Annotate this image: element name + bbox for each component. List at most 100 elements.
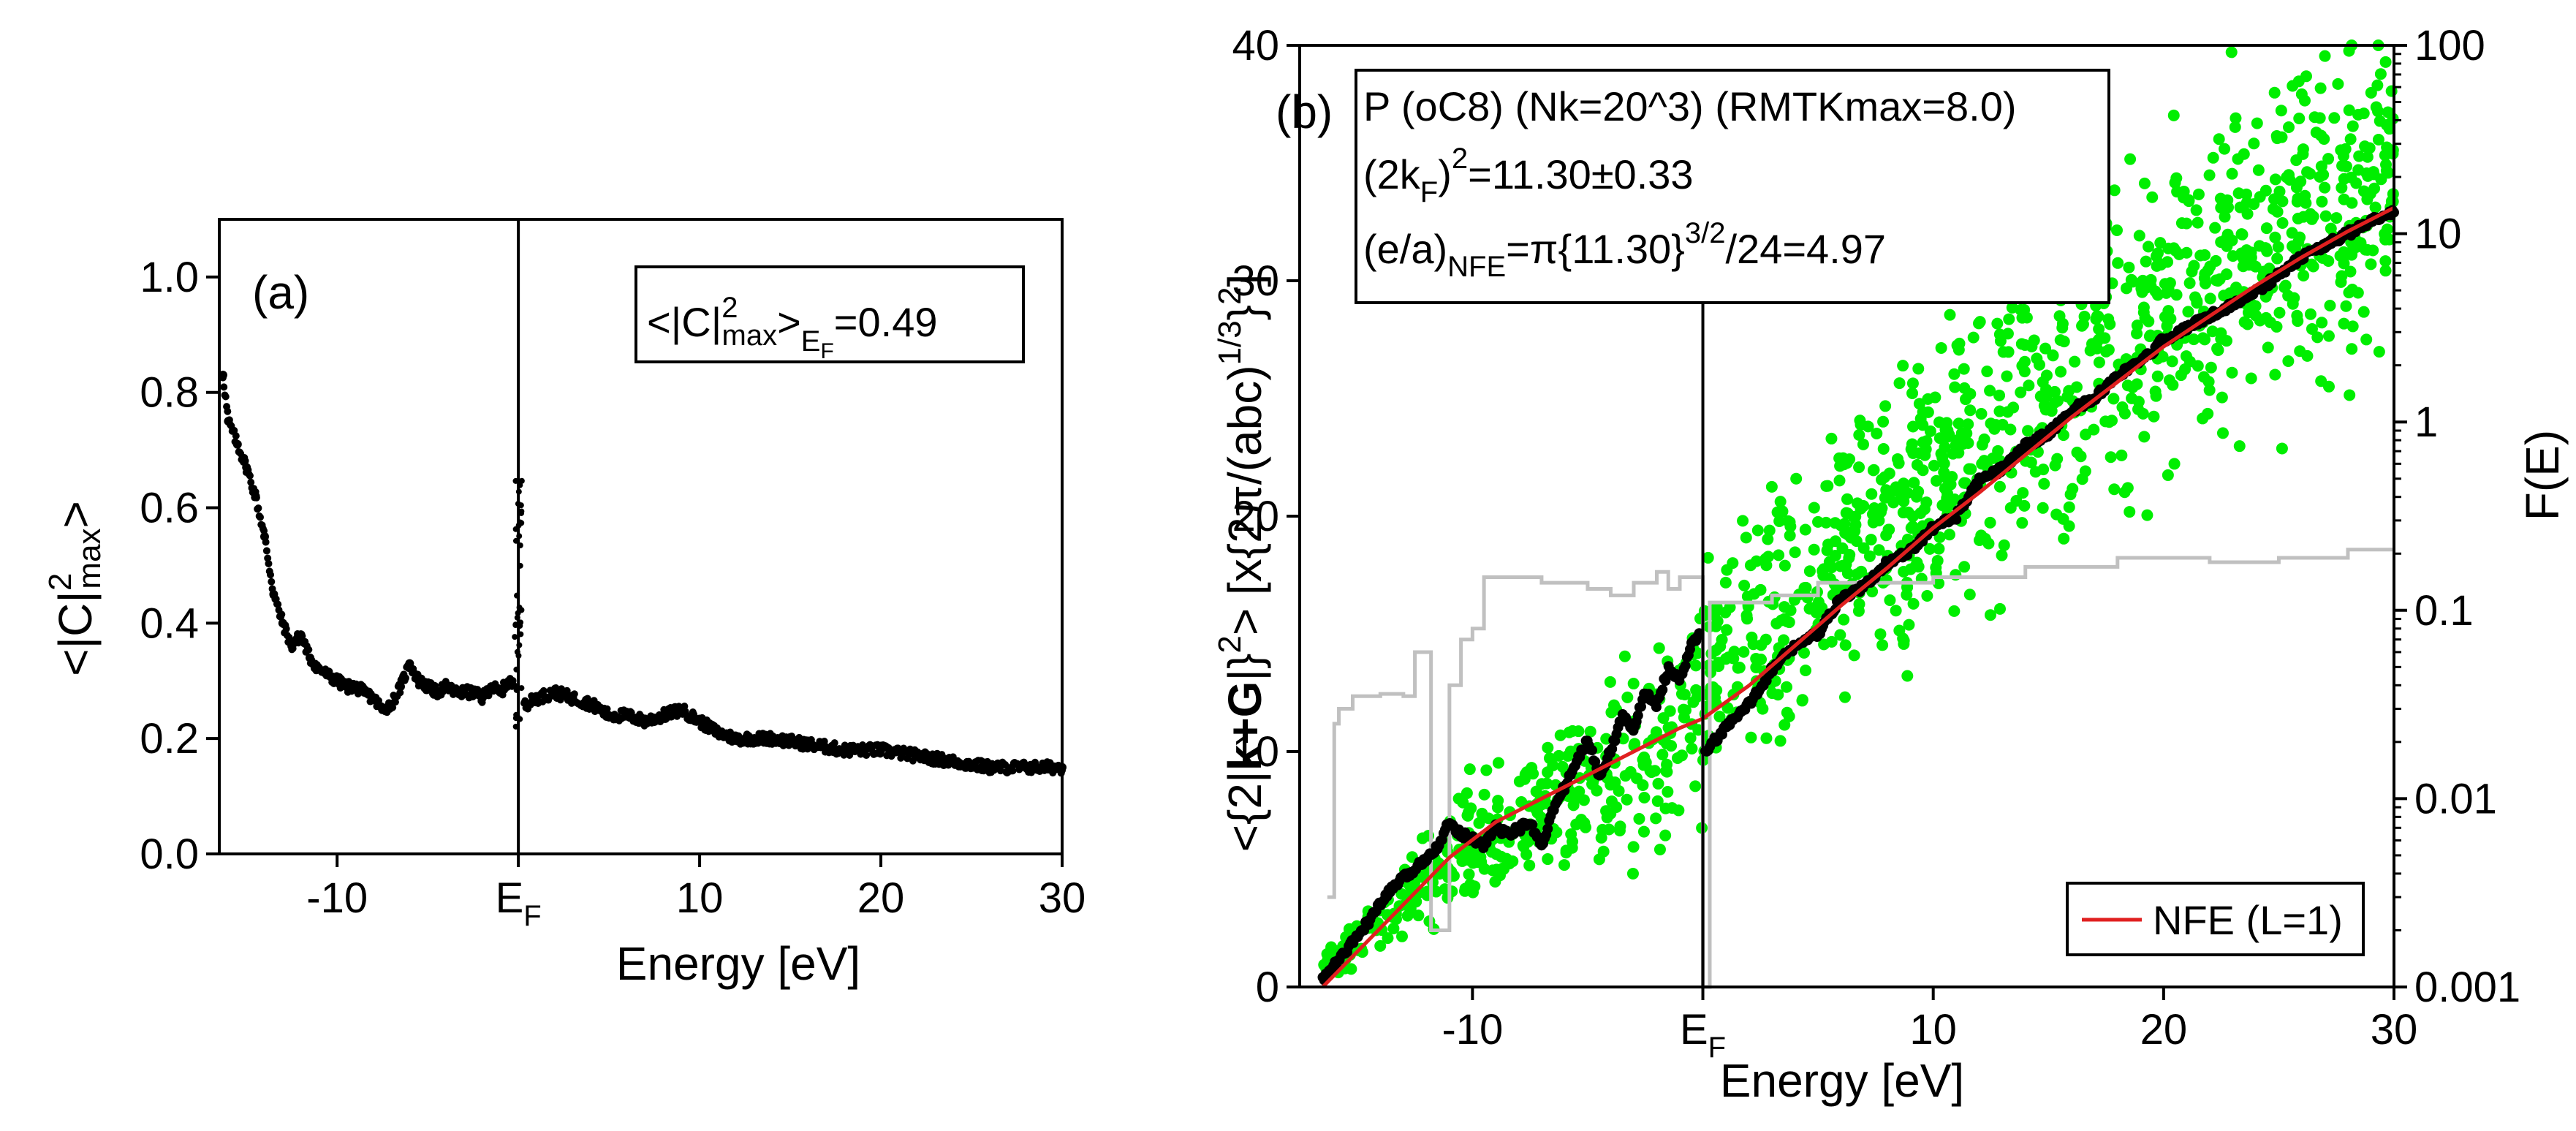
b-state-point: [1640, 756, 1652, 768]
b-state-point: [1962, 418, 1974, 431]
panel-a-annotation-box: [634, 265, 1025, 363]
b-state-point: [1993, 328, 2006, 341]
b-state-point: [2025, 456, 2037, 469]
b-avg-point: [1651, 702, 1662, 713]
b-state-point: [1567, 836, 1579, 848]
b-state-point: [2344, 389, 2356, 401]
b-state-point: [2269, 231, 2281, 243]
b-state-point: [2383, 233, 2395, 246]
b-ylabel-b: k+G: [1219, 681, 1271, 771]
panel-b-info-box: [1355, 69, 2110, 304]
b-state-point: [2336, 270, 2348, 282]
b-state-point: [2124, 153, 2137, 165]
b-state-point: [2175, 369, 2187, 382]
b-state-point: [2138, 431, 2151, 443]
b-state-point: [2076, 319, 2088, 332]
b-state-point: [1857, 542, 1870, 554]
b-state-point: [1958, 561, 1971, 573]
b-state-point: [1489, 876, 1501, 888]
b-state-point: [1958, 363, 1970, 375]
b-state-point: [2241, 318, 2254, 330]
b-state-point: [1808, 543, 1820, 556]
b-state-point: [1760, 732, 1773, 744]
b-state-point: [1917, 464, 1929, 477]
b-state-point: [1601, 812, 1613, 824]
b-state-point: [2057, 512, 2069, 525]
a-ylabel-post: >: [49, 501, 102, 528]
b-state-point: [2245, 251, 2257, 264]
b-state-point: [2139, 311, 2151, 324]
info3-mid: =π{11.30}: [1506, 226, 1685, 272]
b-state-point: [1976, 439, 1988, 451]
b-state-point: [2107, 393, 2120, 405]
b-state-point: [2053, 310, 2066, 322]
b-state-point: [1650, 812, 1662, 825]
b-state-point: [1949, 381, 1961, 393]
b-state-point: [2019, 338, 2031, 351]
b-state-point: [1781, 616, 1793, 628]
b-state-point: [2271, 132, 2284, 145]
a-ytick-label-4: 0.8: [140, 369, 199, 417]
b-state-point: [2162, 469, 2174, 481]
b-state-point: [2233, 440, 2246, 453]
b-state-point: [2330, 212, 2343, 224]
b-state-point: [2102, 313, 2115, 325]
b-state-point: [2338, 257, 2350, 270]
a-point-dense: [221, 393, 230, 401]
b-state-point: [2168, 458, 2181, 470]
b-state-point: [2273, 306, 2286, 319]
info3-sub: NFE: [1447, 251, 1506, 283]
b-state-point: [1690, 659, 1702, 672]
a-xtick-label-4: 30: [1039, 874, 1086, 922]
b-state-point: [2260, 222, 2273, 235]
b-xtick-label-0: -10: [1442, 1006, 1503, 1054]
b-state-point: [1908, 477, 1920, 489]
b-state-point: [2067, 483, 2079, 495]
b-state-point: [1621, 691, 1634, 703]
b-state-point: [1897, 360, 1909, 372]
b-state-point: [2225, 46, 2238, 58]
b-state-point: [1903, 619, 1915, 631]
b-y2tick-label-1: 0.01: [2414, 775, 2497, 822]
b-state-point: [1935, 447, 1947, 460]
a-point-dense: [274, 600, 282, 608]
b-state-point: [2322, 330, 2335, 342]
panel-a-ylabel: <|C|2max>: [42, 501, 107, 676]
panel-a-data-series: [218, 371, 1067, 777]
b-state-point: [1907, 597, 1920, 610]
b-state-point: [2199, 249, 2211, 261]
b-state-point: [1713, 660, 1725, 673]
b-state-point: [1943, 529, 1955, 541]
panel-b-x-ticks: -10 EF 10 20 30: [1442, 987, 2417, 1064]
b-state-point: [1774, 735, 1787, 747]
b-state-point: [1542, 853, 1554, 866]
b-state-point: [1627, 678, 1640, 690]
a-point-dense: [241, 457, 249, 465]
b-state-point: [1573, 785, 1586, 798]
b-state-point: [2207, 151, 2219, 164]
b-state-point: [2116, 401, 2129, 414]
b-state-point: [1964, 404, 1977, 417]
b-state-point: [1711, 603, 1723, 616]
b-state-point: [1911, 556, 1923, 569]
b-state-point: [2183, 195, 2195, 208]
b-state-point: [2275, 105, 2287, 117]
a-point-dense: [262, 538, 270, 546]
b-state-point: [2292, 315, 2304, 328]
b-state-point: [2124, 506, 2136, 518]
b-state-point: [1967, 331, 1980, 344]
b-state-point: [1584, 725, 1596, 738]
a-ytick-label-0: 0.0: [140, 831, 199, 878]
b-state-point: [2018, 355, 2031, 368]
b-state-point: [2308, 111, 2321, 124]
annot-a-mid: >: [777, 299, 801, 345]
b-state-point: [1846, 526, 1858, 538]
b-y2tick-label-5: 100: [2414, 22, 2485, 69]
b-state-point: [1877, 443, 1890, 455]
b-state-point: [2272, 241, 2284, 253]
b-ytick-label-4: 40: [1232, 22, 1279, 69]
a-xtick-label-1: EF: [496, 874, 542, 932]
b-state-point: [2268, 86, 2281, 99]
b-ylabel-c: |}: [1219, 654, 1271, 681]
b-state-point: [2314, 82, 2327, 94]
